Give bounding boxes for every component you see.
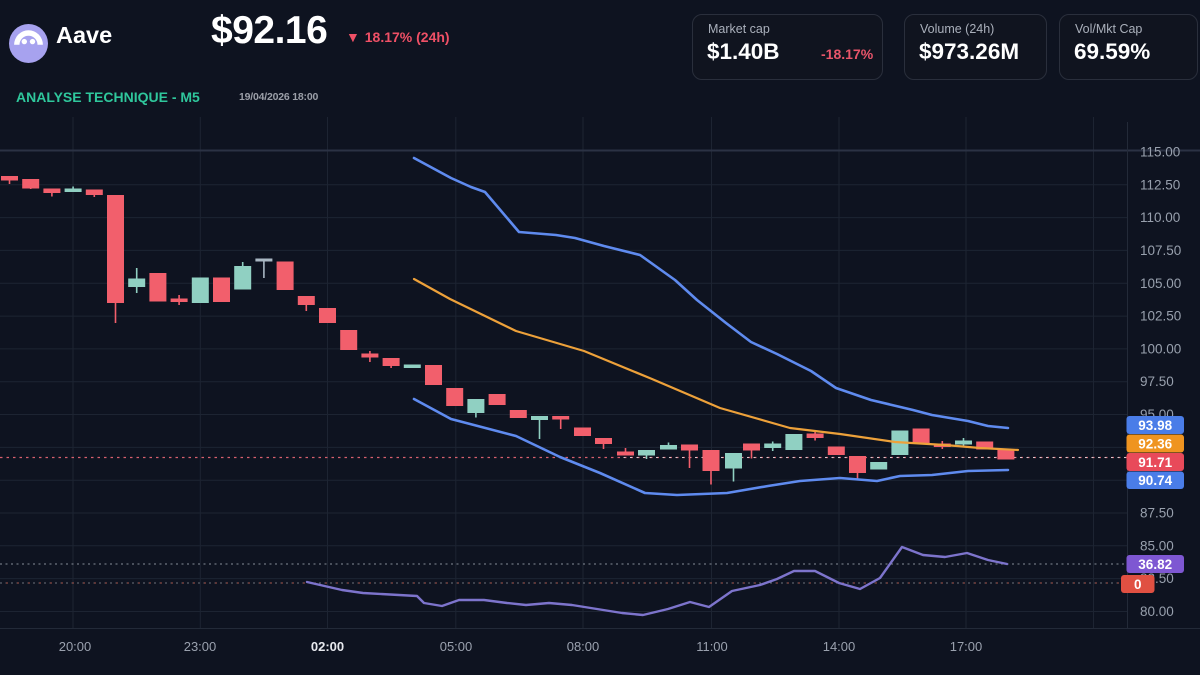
svg-text:87.50: 87.50 (1140, 506, 1174, 521)
svg-text:93.98: 93.98 (1138, 418, 1172, 433)
svg-text:08:00: 08:00 (567, 639, 600, 654)
svg-text:20:00: 20:00 (59, 639, 92, 654)
svg-text:11:00: 11:00 (696, 639, 728, 654)
svg-text:102.50: 102.50 (1140, 309, 1181, 324)
svg-text:85.00: 85.00 (1140, 538, 1174, 553)
svg-text:14:00: 14:00 (823, 639, 856, 654)
svg-text:02:00: 02:00 (311, 639, 344, 654)
svg-text:36.82: 36.82 (1138, 557, 1172, 572)
svg-text:90.74: 90.74 (1138, 473, 1172, 488)
svg-text:100.00: 100.00 (1140, 341, 1181, 356)
svg-text:107.50: 107.50 (1140, 243, 1181, 258)
svg-text:0: 0 (1134, 577, 1142, 592)
svg-text:91.71: 91.71 (1138, 455, 1172, 470)
svg-text:92.36: 92.36 (1138, 436, 1172, 451)
svg-text:110.00: 110.00 (1140, 210, 1180, 225)
svg-text:80.00: 80.00 (1140, 604, 1174, 619)
svg-text:105.00: 105.00 (1140, 276, 1181, 291)
svg-text:115.00: 115.00 (1140, 145, 1180, 160)
svg-text:97.50: 97.50 (1140, 374, 1174, 389)
svg-text:23:00: 23:00 (184, 639, 217, 654)
svg-text:112.50: 112.50 (1140, 177, 1180, 192)
svg-text:05:00: 05:00 (440, 639, 473, 654)
svg-text:17:00: 17:00 (950, 639, 983, 654)
